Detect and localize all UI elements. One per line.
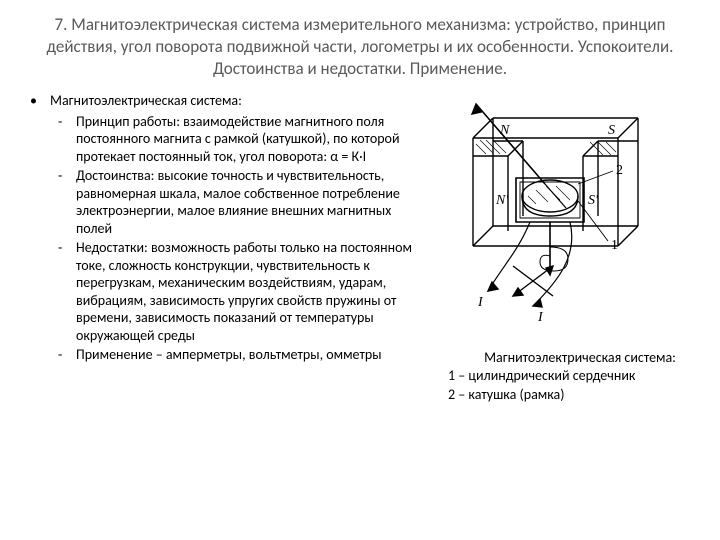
main-bullet: • Магнитоэлектрическая система:	[8, 92, 428, 110]
main-bullet-text: Магнитоэлектрическая система:	[50, 92, 242, 110]
caption-line-2: 2 – катушка (рамка)	[448, 386, 712, 404]
label-Sp: S'	[588, 193, 599, 208]
caption-title: Магнитоэлектрическая система:	[448, 349, 712, 367]
label-N: N	[499, 123, 510, 138]
label-S: S	[608, 123, 615, 138]
label-I-left: I	[477, 295, 484, 310]
dash-icon: -	[58, 113, 76, 166]
dash-icon: -	[58, 346, 76, 364]
figure-caption: Магнитоэлектрическая система: 1 – цилинд…	[438, 349, 712, 404]
sub-bullet-3: - Недостатки: возможность работы только …	[8, 239, 428, 344]
content-area: • Магнитоэлектрическая система: - Принци…	[0, 88, 720, 404]
sub-text: Достоинства: высокие точность и чувствит…	[76, 167, 428, 237]
dash-icon: -	[58, 239, 76, 344]
label-Np: N'	[495, 193, 509, 208]
sub-text: Принцип работы: взаимодействие магнитног…	[76, 113, 428, 166]
sub-text: Применение – амперметры, вольтметры, омм…	[76, 346, 382, 364]
label-1: 1	[611, 238, 618, 253]
sub-text: Недостатки: возможность работы только на…	[76, 239, 428, 344]
caption-line-1: 1 – цилиндрический сердечник	[448, 367, 712, 385]
bullet-dot-icon: •	[30, 92, 50, 110]
figure-column: N S N' S' I I 1 2 Магнитоэлектрическая с…	[428, 92, 712, 404]
sub-bullet-2: - Достоинства: высокие точность и чувств…	[8, 167, 428, 237]
device-diagram: N S N' S' I I 1 2	[438, 96, 678, 341]
label-I-right: I	[537, 310, 544, 325]
label-2: 2	[616, 163, 623, 178]
dash-icon: -	[58, 167, 76, 237]
sub-bullet-1: - Принцип работы: взаимодействие магнитн…	[8, 113, 428, 166]
sub-bullet-4: - Применение – амперметры, вольтметры, о…	[8, 346, 428, 364]
text-column: • Магнитоэлектрическая система: - Принци…	[8, 92, 428, 404]
slide-title: 7. Магнитоэлектрическая система измерите…	[0, 0, 720, 88]
